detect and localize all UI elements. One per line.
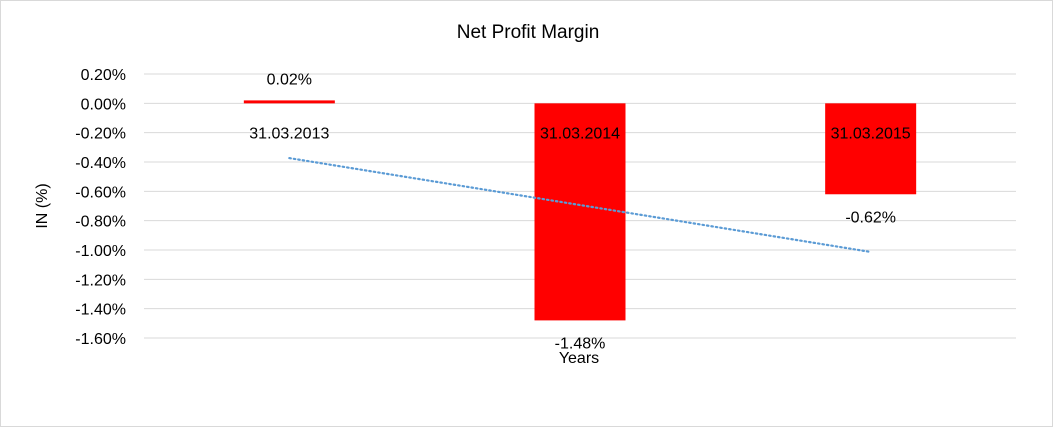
y-tick-label: -0.40% [75,155,126,172]
category-label: 31.03.2013 [249,125,329,142]
y-tick-label: -1.00% [75,243,126,260]
data-label: 0.02% [267,71,312,88]
y-tick-label: -0.80% [75,214,126,231]
y-axis-title: IN (%) [34,183,51,228]
category-label: 31.03.2015 [831,125,911,142]
y-tick-label: -1.20% [75,272,126,289]
chart-title: Net Profit Margin [457,22,600,43]
y-tick-label: 0.00% [81,96,126,113]
y-tick-label: -1.60% [75,331,126,348]
trendline [288,156,872,254]
data-label: -0.62% [845,209,896,226]
y-tick-label: 0.20% [81,67,126,84]
y-tick-label: -0.20% [75,126,126,143]
x-axis-title: Years [559,350,599,367]
y-tick-label: -1.40% [75,302,126,319]
bar [243,100,335,104]
category-label: 31.03.2014 [540,125,620,142]
data-label: -1.48% [555,335,606,352]
bar [534,103,626,321]
y-tick-label: -0.60% [75,184,126,201]
bar [825,103,917,195]
